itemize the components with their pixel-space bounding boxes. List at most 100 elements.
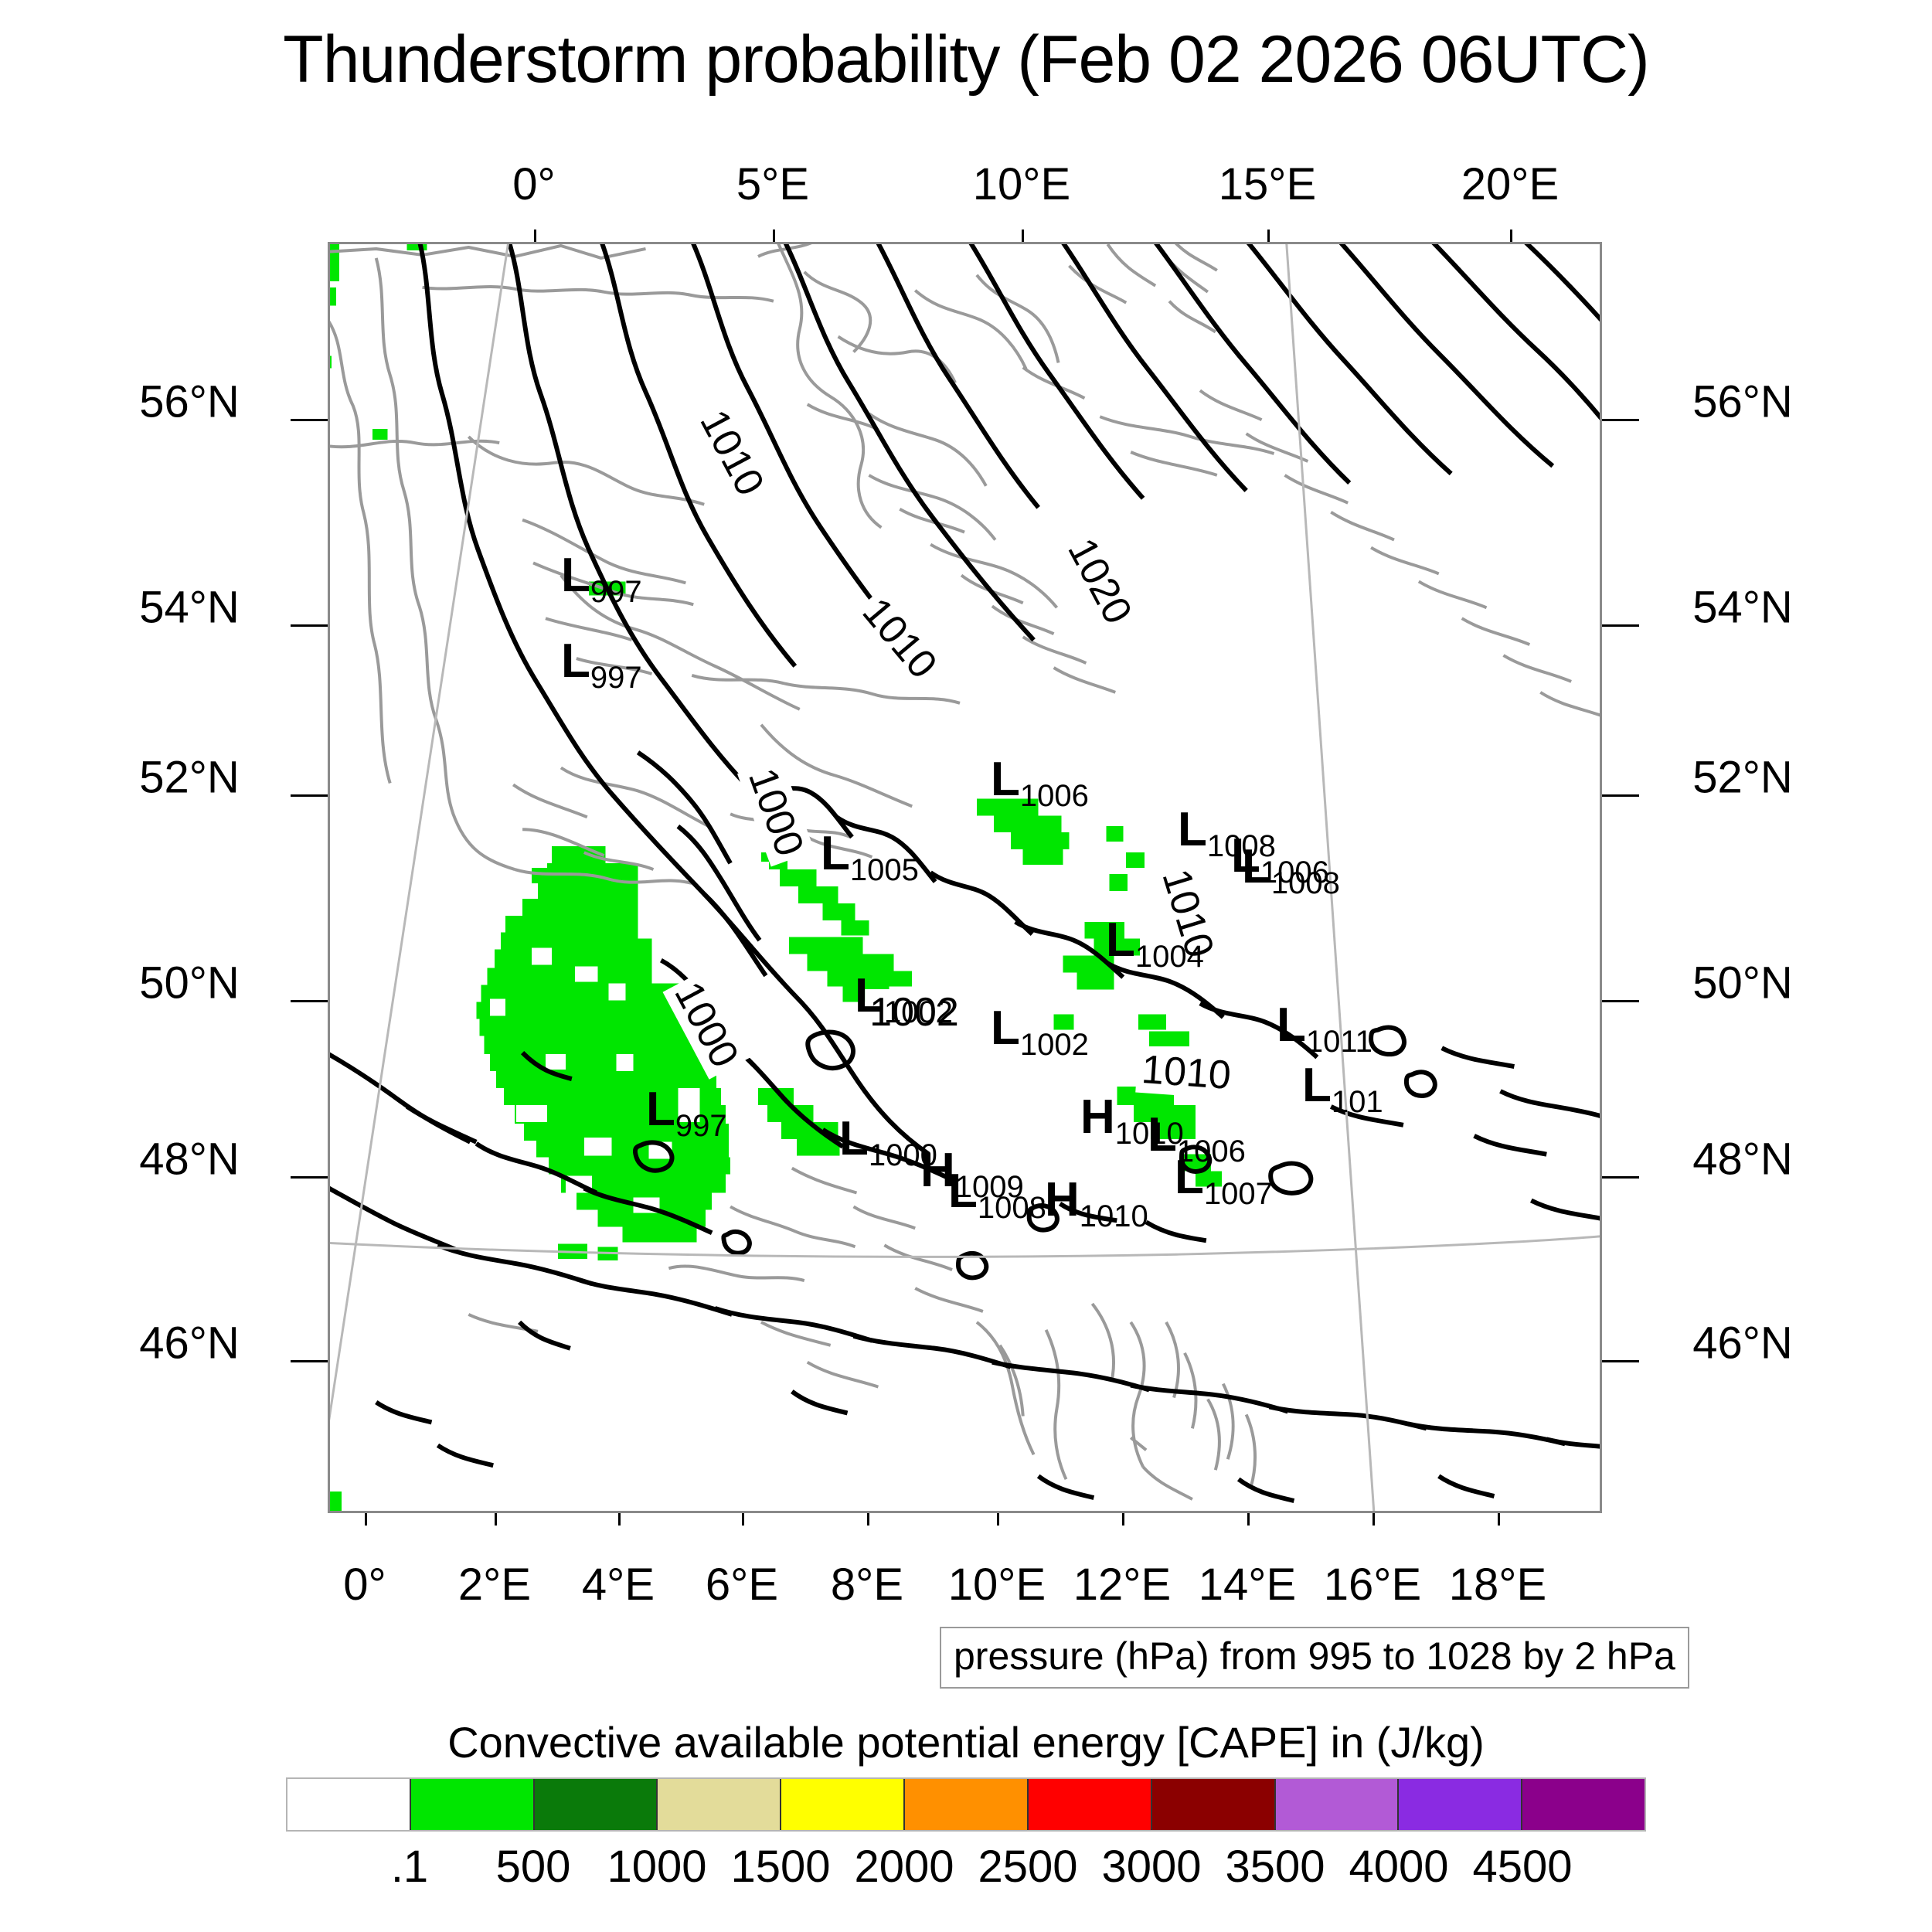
pressure-center-value: 1007 (1203, 1177, 1273, 1211)
colorbar-swatch-7[interactable] (1150, 1779, 1274, 1830)
colorbar-swatch-9[interactable] (1397, 1779, 1522, 1830)
pressure-center-value: 1005 (849, 853, 919, 887)
figure-title: Thunderstorm probability (Feb 02 2026 06… (283, 22, 1650, 97)
colorbar-swatch-2[interactable] (532, 1779, 657, 1830)
bottom-axis-tick-9 (1498, 1513, 1500, 1526)
right-axis-label-4: 48°N (1692, 1134, 1793, 1185)
pressure-center-l-marker: L1004 (1106, 913, 1204, 975)
right-axis-tick-5 (1602, 1360, 1639, 1362)
colorbar-swatch-5[interactable] (903, 1779, 1027, 1830)
pressure-center-value: 1009 (954, 1170, 1024, 1204)
left-axis-tick-3 (291, 1000, 328, 1002)
pressure-center-symbol: L (1277, 998, 1306, 1052)
pressure-center-value: 1010 (1079, 1199, 1148, 1233)
bottom-axis-label-7: 14°E (1198, 1560, 1297, 1610)
pressure-center-value: 1006 (1260, 855, 1329, 889)
pressure-center-l-marker: L1006 (1231, 828, 1329, 890)
right-axis-tick-1 (1602, 624, 1639, 627)
cape-colorbar[interactable] (286, 1777, 1646, 1832)
bottom-axis-tick-8 (1372, 1513, 1375, 1526)
pressure-center-symbol: L (991, 753, 1020, 806)
pressure-center-l-marker: L101 (1302, 1058, 1383, 1120)
colorbar-swatch-10[interactable] (1521, 1779, 1645, 1830)
bottom-axis-label-9: 18°E (1448, 1560, 1547, 1610)
pressure-center-symbol: L (1178, 803, 1207, 856)
colorbar-tick-1: 500 (495, 1842, 571, 1892)
map-plot-area[interactable]: 1010 1010 1020 1000 1000 1010 1010 1002 L997 L99… (328, 242, 1602, 1513)
bottom-axis-tick-7 (1247, 1513, 1250, 1526)
bottom-axis-label-3: 6°E (705, 1560, 779, 1610)
top-axis-tick-3 (1267, 230, 1270, 242)
colorbar-tick-0: .1 (390, 1842, 429, 1892)
right-axis-label-1: 54°N (1692, 582, 1793, 633)
top-axis-tick-2 (1022, 230, 1024, 242)
pressure-center-value: 1004 (1134, 940, 1204, 974)
top-axis-tick-1 (773, 230, 775, 242)
pressure-center-l-marker: L1002 (991, 1001, 1089, 1063)
pressure-center-l-marker: L1007 (1175, 1150, 1273, 1212)
pressure-center-symbol: L (855, 969, 884, 1022)
colorbar-tick-5: 2500 (978, 1842, 1078, 1892)
bottom-axis-tick-3 (742, 1513, 744, 1526)
pressure-center-value: 1008 (1206, 829, 1276, 863)
pressure-center-h-marker: H1010 (1080, 1090, 1184, 1151)
left-axis-tick-0 (291, 419, 328, 421)
pressure-center-value: 997 (590, 575, 642, 609)
right-axis-tick-2 (1602, 794, 1639, 797)
colorbar-tick-7: 3500 (1225, 1842, 1325, 1892)
map-canvas (330, 244, 1600, 1511)
pressure-center-l-marker: L1008 (948, 1164, 1046, 1226)
right-axis-tick-3 (1602, 1000, 1639, 1002)
top-axis-label-1: 5°E (736, 159, 810, 209)
colorbar-title: Convective available potential energy [C… (447, 1718, 1485, 1767)
bottom-axis-tick-1 (495, 1513, 497, 1526)
pressure-center-l-marker: L1011 (1277, 998, 1372, 1060)
bottom-axis-tick-0 (365, 1513, 367, 1526)
pressure-center-value: 1008 (1270, 866, 1340, 900)
right-axis-tick-4 (1602, 1176, 1639, 1179)
pressure-contour-caption: pressure (hPa) from 995 to 1028 by 2 hPa (940, 1627, 1689, 1689)
colorbar-tick-6: 3000 (1101, 1842, 1202, 1892)
bottom-axis-tick-6 (1122, 1513, 1124, 1526)
pressure-center-value: 1006 (1019, 779, 1089, 813)
right-axis-label-2: 52°N (1692, 752, 1793, 803)
pressure-center-h-marker: H1009 (920, 1143, 1024, 1205)
colorbar-swatch-6[interactable] (1026, 1779, 1151, 1830)
pressure-center-l-marker: L997 (561, 548, 642, 610)
bottom-axis-label-6: 12°E (1073, 1560, 1172, 1610)
pressure-center-l-marker: L997 (646, 1082, 727, 1144)
top-axis-tick-4 (1510, 230, 1512, 242)
pressure-center-symbol: L (1106, 913, 1135, 967)
colorbar-swatch-4[interactable] (780, 1779, 904, 1830)
left-axis-tick-1 (291, 624, 328, 627)
colorbar-swatch-0[interactable] (287, 1779, 410, 1830)
isobar-layer (330, 244, 1600, 1503)
bottom-axis-label-2: 4°E (581, 1560, 655, 1610)
left-axis-tick-2 (291, 794, 328, 797)
bottom-axis-label-4: 8°E (830, 1560, 904, 1610)
cape-shading-layer (330, 244, 1222, 1511)
colorbar-swatch-8[interactable] (1274, 1779, 1398, 1830)
bottom-axis-label-0: 0° (343, 1560, 386, 1610)
top-axis-label-3: 15°E (1218, 159, 1317, 209)
pressure-center-value: 101 (1331, 1085, 1383, 1119)
bottom-axis-tick-5 (997, 1513, 999, 1526)
top-axis-tick-0 (534, 230, 536, 242)
pressure-center-symbol: H (920, 1144, 955, 1197)
pressure-center-symbol: L (561, 549, 590, 602)
pressure-center-value: 1010 (1114, 1117, 1184, 1151)
pressure-center-l-marker: L1000 (839, 1111, 937, 1173)
bottom-axis-tick-4 (867, 1513, 869, 1526)
top-axis-label-0: 0° (512, 159, 556, 209)
pressure-center-value: 1008 (977, 1191, 1046, 1225)
pressure-center-l-marker: L1006 (991, 752, 1089, 814)
colorbar-swatch-1[interactable] (409, 1779, 533, 1830)
left-axis-label-2: 52°N (139, 752, 240, 803)
right-axis-label-5: 46°N (1692, 1318, 1793, 1369)
pressure-center-value: 1002 (883, 995, 953, 1029)
left-axis-tick-5 (291, 1360, 328, 1362)
colorbar-swatch-3[interactable] (656, 1779, 781, 1830)
pressure-center-symbol: L (1231, 829, 1260, 883)
pressure-center-l-marker: L1005 (821, 826, 919, 888)
left-axis-label-0: 56°N (139, 376, 240, 427)
